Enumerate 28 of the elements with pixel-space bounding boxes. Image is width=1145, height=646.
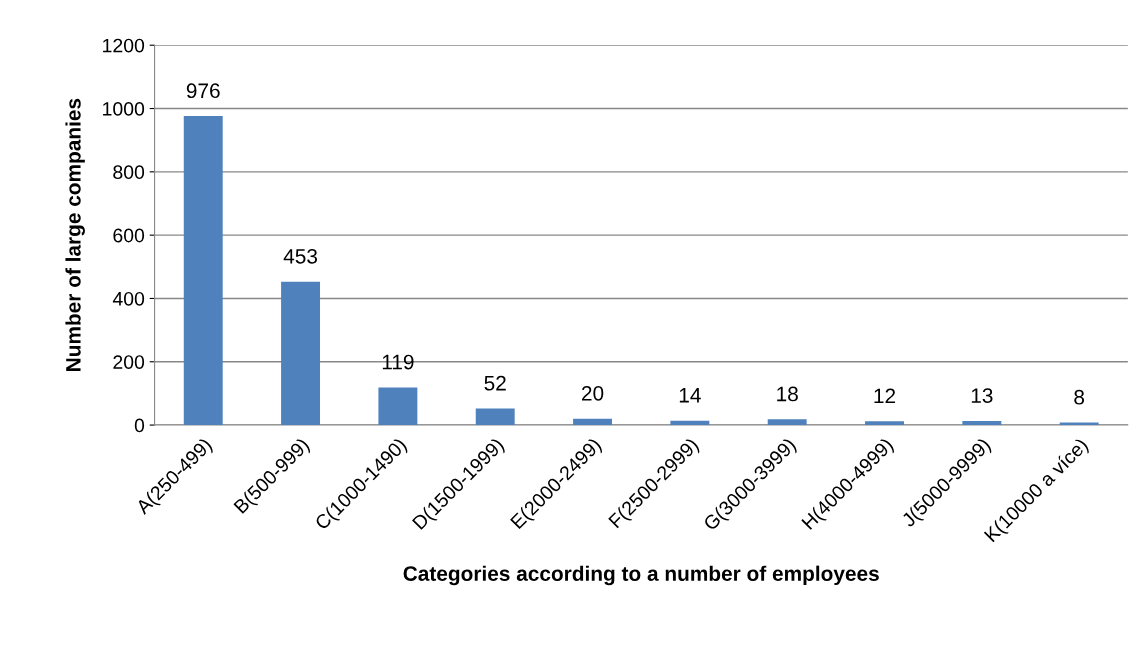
data-label: 8 [1074, 389, 1085, 405]
data-label: 20 [582, 385, 604, 401]
y-tick-label: 600 [113, 228, 145, 243]
bar [962, 420, 1002, 426]
data-label: 119 [382, 354, 414, 370]
bar [475, 408, 515, 426]
bar [670, 420, 710, 426]
bar [183, 116, 223, 426]
y-tick-label: 1200 [103, 38, 145, 53]
y-tick-label: 400 [112, 291, 145, 306]
bar [378, 387, 418, 426]
bar [865, 421, 904, 426]
y-tick-label: 0 [134, 418, 145, 433]
y-axis-title: Number of large companies [65, 98, 85, 371]
y-tick-label: 800 [113, 165, 145, 180]
y-tick-label: 200 [113, 355, 145, 369]
data-label: 13 [971, 388, 993, 403]
y-tick-label: 1000 [103, 102, 145, 116]
data-label: 453 [283, 248, 318, 264]
data-label: 52 [484, 375, 506, 391]
data-label: 12 [874, 388, 896, 404]
x-axis-title: Categories according to a number of employees [403, 565, 879, 586]
data-label: 14 [679, 388, 701, 403]
data-label: 18 [777, 386, 798, 402]
bar [767, 419, 807, 426]
data-label: 976 [186, 83, 220, 99]
bar [281, 281, 321, 426]
bar [573, 418, 612, 426]
